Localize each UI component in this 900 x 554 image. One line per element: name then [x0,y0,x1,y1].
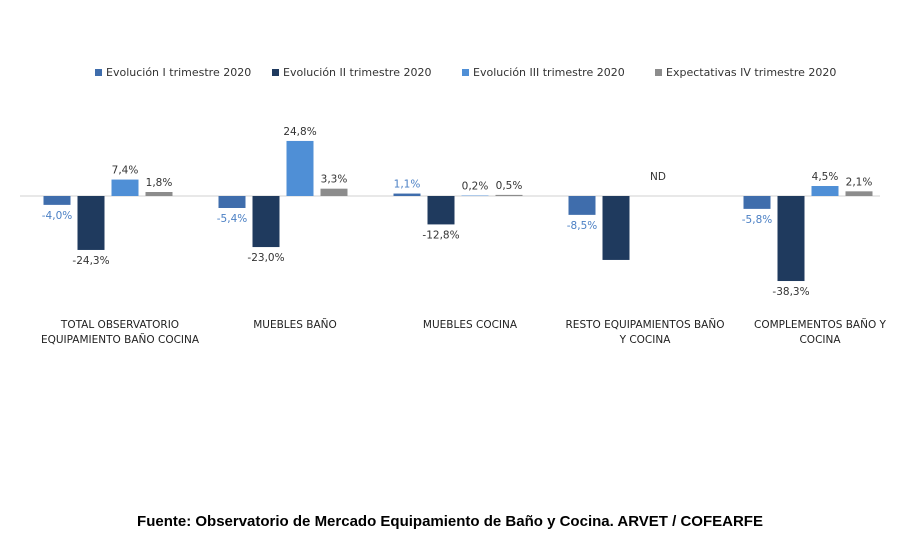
legend-label: Evolución I trimestre 2020 [106,66,251,79]
bar [77,196,105,250]
bar [777,196,805,282]
category-label: TOTAL OBSERVATORIO EQUIPAMIENTO BAÑO COC… [40,319,200,346]
bar [218,196,246,208]
bar [320,188,348,196]
category-label: RESTO EQUIPAMIENTOS BAÑO Y COCINA [565,319,725,346]
bar [111,179,139,196]
data-label: 3,3% [321,174,348,186]
bar [845,191,873,196]
data-label: -24,3% [72,255,109,267]
data-label: 1,8% [146,177,173,189]
data-label: -5,8% [742,214,772,226]
bar [43,196,71,205]
legend-swatch [95,69,102,76]
bar [427,196,455,225]
bar [602,196,630,260]
category-label: MUEBLES COCINA [422,319,518,331]
data-label: 4,5% [812,171,839,183]
data-label: 0,5% [496,180,523,192]
annotation: ND [650,171,666,183]
legend-swatch [272,69,279,76]
data-label: 24,8% [283,126,316,138]
bar [393,193,421,196]
bar [811,186,839,196]
legend-swatch [462,69,469,76]
data-label: -4,0% [42,210,72,222]
bar [743,196,771,209]
data-label: 2,1% [846,176,873,188]
data-label: -5,4% [217,213,247,225]
legend-label: Evolución III trimestre 2020 [473,66,625,79]
bar [568,196,596,215]
legend-swatch [655,69,662,76]
data-label: 7,4% [112,165,139,177]
bar [145,192,173,196]
legend-label: Expectativas IV trimestre 2020 [666,66,836,79]
legend-label: Evolución II trimestre 2020 [283,66,431,79]
data-label: 1,1% [394,179,421,191]
bar [252,196,280,248]
data-label: -8,5% [567,220,597,232]
data-label: -12,8% [422,229,459,241]
data-label: 0,2% [462,181,489,193]
category-label: COMPLEMENTOS BAÑO Y COCINA [754,319,886,346]
bar [286,140,314,196]
data-label: -23,0% [247,252,284,264]
bar [495,194,523,196]
data-label: -38,3% [772,286,809,298]
category-label: MUEBLES BAÑO [253,319,337,331]
source: Fuente: Observatorio de Mercado Equipami… [137,513,763,530]
